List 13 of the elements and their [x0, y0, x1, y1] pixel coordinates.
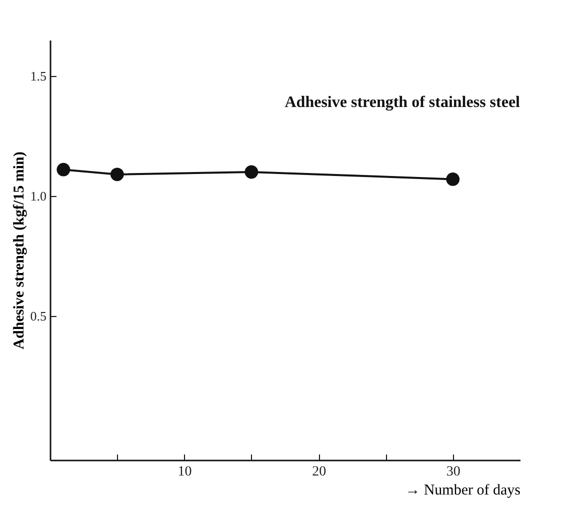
text: Adhesive strength of stainless steel: [284, 94, 521, 111]
y-tick-label: 0.5: [30, 308, 46, 324]
point: [244, 165, 258, 179]
point: [110, 168, 124, 182]
y-tick-label: 1.5: [30, 68, 46, 84]
point: [446, 172, 460, 186]
x-tick-label: 20: [312, 464, 326, 480]
point: [56, 162, 70, 176]
x-axis-title: → Number of days: [405, 482, 521, 498]
x-tick-label: 30: [446, 464, 460, 480]
y-tick-label: 1.0: [30, 188, 46, 204]
y-axis-title: Adhesive strength (kgf/15 min): [11, 152, 28, 350]
x-tick-label: 10: [178, 464, 192, 480]
